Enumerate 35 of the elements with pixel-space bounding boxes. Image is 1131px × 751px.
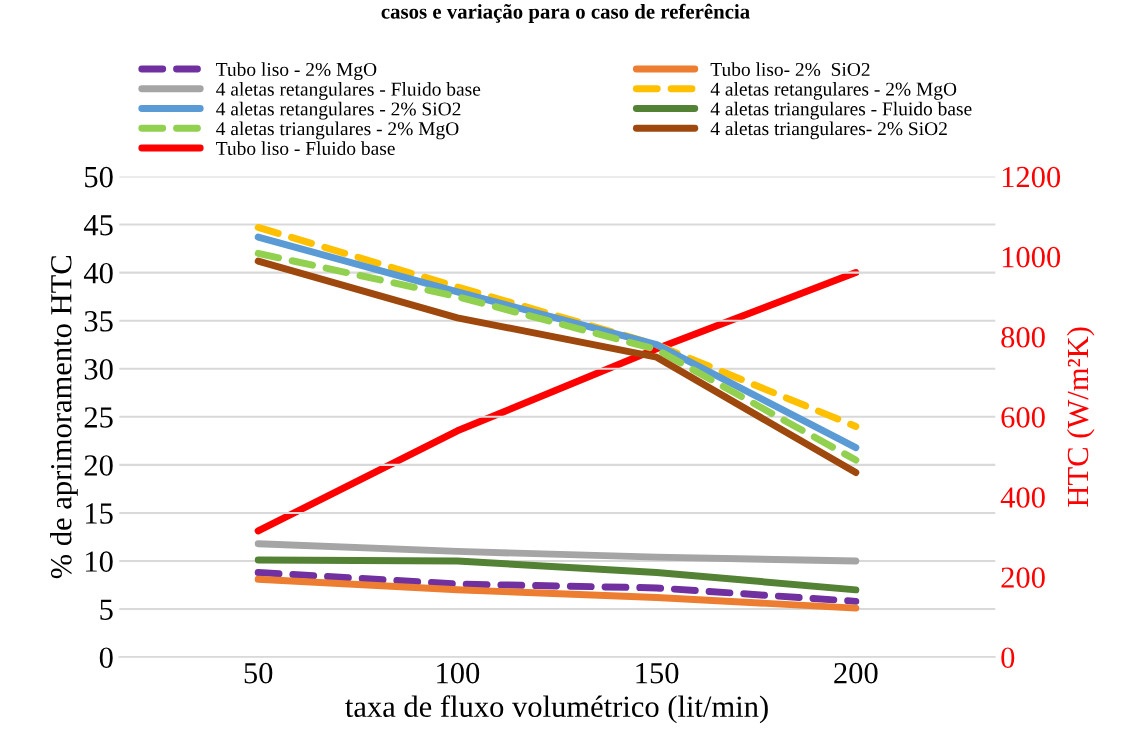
y2-tick-label: 200: [1001, 567, 1045, 588]
y-tick-label: 5: [100, 599, 113, 620]
y-tick-label: 0: [99, 647, 113, 669]
x-tick-label: 200: [834, 662, 878, 684]
y2-tick-label: 600: [1001, 407, 1045, 428]
chart-title: casos e variação para o caso de referência: [381, 3, 750, 23]
legend-label: 4 aletas triangulares - 2% MgO: [216, 121, 459, 140]
y-tick-label: 20: [84, 455, 113, 476]
y-tick-label: 50: [85, 166, 113, 188]
x-tick-label: 150: [636, 662, 679, 684]
y-tick-label: 35: [84, 311, 113, 332]
y-tick-label: 10: [86, 551, 113, 572]
y-tick-label: 40: [83, 262, 113, 284]
y2-tick-label: 400: [1000, 487, 1045, 508]
y2-tick-label: 0: [1001, 647, 1015, 669]
y-tick-label: 45: [83, 215, 113, 236]
legend-label: Tubo liso- 2% SiO2: [710, 62, 870, 77]
y-axis-title: % de aprimoramento HTC: [50, 256, 78, 579]
y2-tick-label: 800: [1001, 326, 1045, 348]
y2-tick-label: 1000: [1002, 246, 1061, 268]
x-tick-label: 50: [244, 662, 273, 684]
y-tick-label: 30: [84, 359, 113, 380]
legend-label: 4 aletas retangulares - 2% MgO: [710, 82, 957, 100]
y2-axis-title: HTC (W/m²K): [1066, 327, 1095, 507]
legend-label: 4 aletas triangulares- 2% SiO2: [710, 121, 947, 140]
x-tick-label: 100: [437, 662, 480, 684]
y-tick-label: 15: [86, 503, 113, 524]
legend-label: 4 aletas retangulares - Fluido base: [216, 82, 481, 100]
y-tick-label: 25: [84, 407, 113, 428]
legend-label: Tubo liso - Fluido base: [216, 141, 395, 156]
x-axis-title: taxa de fluxo volumétrico (lit/min): [345, 695, 768, 724]
y2-tick-label: 1200: [1002, 166, 1061, 188]
legend-label: 4 aletas triangulares - Fluido base: [710, 101, 972, 120]
legend-label: 4 aletas retangulares - 2% SiO2: [216, 101, 461, 120]
legend-label: Tubo liso - 2% MgO: [216, 62, 377, 81]
